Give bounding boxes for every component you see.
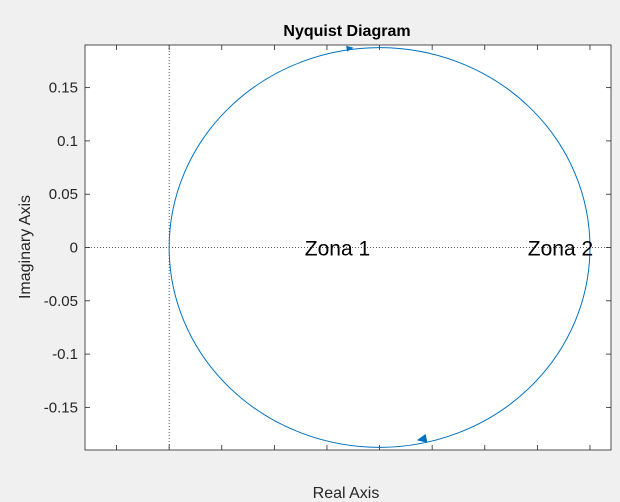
y-tick-label: -0.1 bbox=[52, 346, 78, 363]
reference-lines bbox=[85, 45, 611, 450]
chart-title: Nyquist Diagram bbox=[283, 23, 410, 40]
direction-arrow bbox=[346, 45, 354, 52]
axis-ticks bbox=[85, 45, 611, 450]
y-tick-label: -0.05 bbox=[44, 293, 78, 310]
y-tick-label: 0 bbox=[70, 240, 78, 257]
y-tick-label: -0.15 bbox=[44, 399, 78, 416]
y-tick-label: 0.15 bbox=[49, 80, 78, 97]
y-axis-label: Imaginary Axis bbox=[17, 195, 34, 299]
series-group bbox=[168, 45, 591, 448]
y-tick-label: 0.1 bbox=[57, 133, 78, 150]
zone-annotation: Zona 2 bbox=[528, 238, 593, 261]
direction-arrow bbox=[416, 434, 428, 443]
nyquist-curve bbox=[168, 47, 591, 448]
zone-annotation: Zona 1 bbox=[305, 238, 370, 261]
y-tick-labels: 0.15 0.1 0.05 0 -0.05 -0.1 -0.15 bbox=[44, 80, 78, 417]
annotations-group: Zona 1 Zona 2 bbox=[305, 238, 593, 261]
y-tick-label: 0.05 bbox=[49, 186, 78, 203]
x-axis-label: Real Axis bbox=[313, 485, 380, 502]
